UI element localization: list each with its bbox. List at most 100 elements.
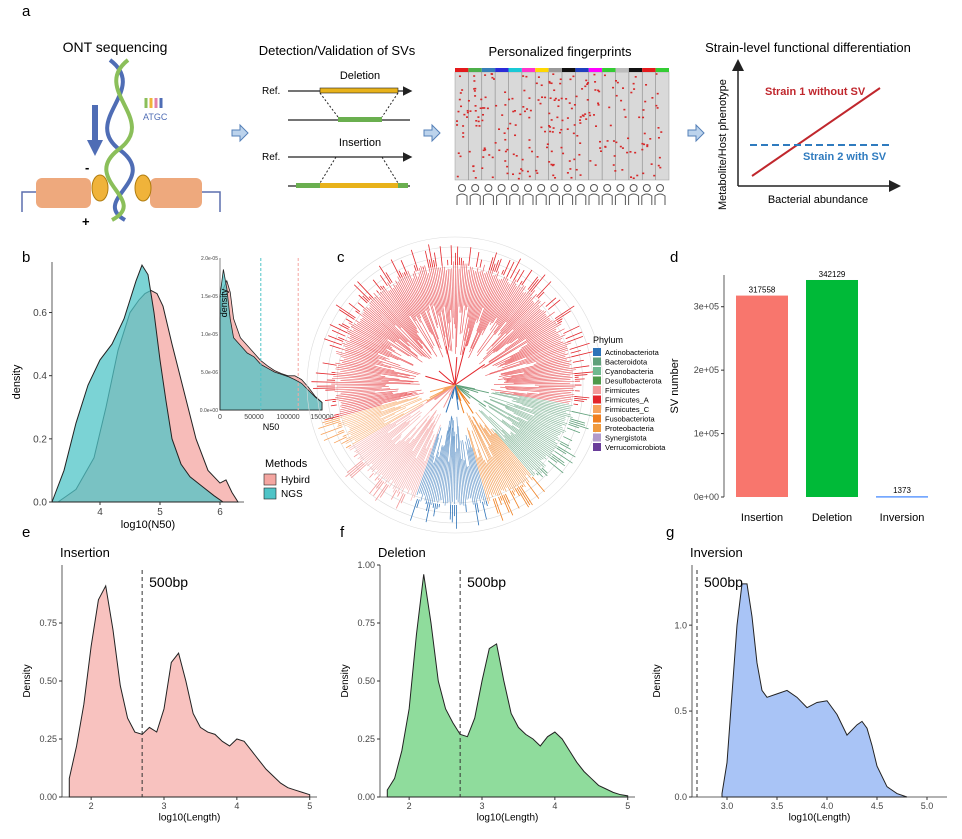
fingerprint-group-color: [535, 68, 549, 72]
tree-branch: [412, 273, 442, 350]
tree-bar: [335, 304, 356, 319]
tree-branch: [428, 266, 447, 347]
person-icon: [588, 193, 600, 205]
tree-branch: [456, 434, 459, 503]
person-icon: [654, 193, 666, 205]
tree-branch: [468, 438, 486, 505]
tree-bar: [571, 351, 593, 358]
fingerprint-group-color: [642, 68, 656, 72]
person-icon: [614, 193, 626, 205]
tree-bar: [450, 245, 453, 266]
phylum-legend-label: Verrucomicrobiota: [605, 443, 666, 452]
x-axis-label: log10(Length): [477, 813, 539, 824]
tree-branch: [492, 456, 513, 495]
fingerprint-dot: [649, 138, 652, 140]
tree-ring: [326, 256, 584, 514]
tree-bar: [568, 422, 589, 430]
tree-inner-branch: [445, 346, 456, 386]
phylum-legend-title: Phylum: [593, 335, 623, 345]
fingerprint-dot: [484, 149, 487, 151]
fingerprint-dot: [473, 90, 476, 92]
tree-bar: [374, 476, 379, 481]
fingerprint-group-color: [495, 68, 509, 72]
y-tick-label: 0.25: [39, 734, 57, 744]
fingerprint-dot: [474, 87, 477, 90]
tree-inner-branch: [445, 384, 456, 413]
x-tick-label: 5: [157, 507, 163, 518]
fingerprint-dot: [589, 114, 592, 117]
fingerprint-group-color: [468, 68, 482, 72]
tree-bar: [400, 493, 406, 504]
tree-branch: [379, 291, 423, 344]
fingerprint-dot: [554, 97, 557, 100]
tree-bar: [521, 269, 533, 286]
sv-detection-illustration: Detection/Validation of SVs Deletion Ref…: [259, 43, 416, 188]
tree-bar: [554, 305, 575, 320]
bar-value-label: 1373: [893, 486, 911, 495]
y-axis-label: SV number: [669, 358, 681, 413]
tree-bar: [345, 318, 353, 324]
y-axis-label: density: [11, 364, 23, 399]
tree-bar: [379, 274, 388, 287]
tree-branch: [362, 309, 400, 340]
tree-bar: [346, 460, 363, 473]
fingerprint-dot: [481, 107, 484, 109]
tree-bar: [320, 426, 343, 436]
fingerprint-dot: [523, 89, 526, 92]
fingerprint-dot: [478, 125, 481, 127]
fingerprint-dot: [477, 116, 480, 118]
tree-branch: [494, 391, 573, 407]
tree-bar: [567, 335, 584, 343]
phylum-legend-label: Desulfobacterota: [605, 377, 663, 386]
x-tick-label: 3: [479, 801, 484, 811]
fingerprint-dot: [632, 177, 635, 180]
panel-title: Inversion: [690, 545, 743, 560]
flow-arrows: [231, 123, 705, 143]
tree-branch: [416, 433, 439, 496]
fingerprint-dot: [457, 110, 460, 113]
fingerprint-dot: [506, 127, 509, 130]
bar-deletion: [806, 279, 858, 497]
tree-branch: [425, 451, 439, 504]
fingerprint-dot: [544, 96, 547, 99]
tree-inner-branch: [438, 370, 456, 386]
tree-branch: [335, 362, 398, 375]
tree-branch: [335, 386, 389, 389]
fingerprint-dot: [568, 102, 571, 104]
tree-branch: [466, 267, 491, 347]
fingerprint-dot: [568, 160, 571, 162]
tree-branch: [418, 272, 430, 306]
fingerprint-dot: [603, 74, 606, 77]
tree-bar: [328, 335, 344, 342]
ref-label-2: Ref.: [262, 152, 280, 163]
tree-branch: [500, 290, 536, 332]
tree-branch: [371, 440, 401, 471]
tree-bar: [521, 484, 524, 488]
tree-branch: [379, 296, 424, 348]
tree-branch: [342, 407, 407, 438]
tree-branch: [504, 406, 565, 434]
y-tick-label: 0.00: [357, 792, 375, 802]
x-tick-label: 5: [307, 801, 312, 811]
panel-label-c: c: [337, 249, 345, 266]
tree-branch: [420, 265, 438, 325]
threshold-annotation: 500bp: [704, 574, 743, 590]
fingerprint-dot: [462, 136, 465, 138]
tree-bar: [516, 487, 529, 508]
tree-inner-branch: [426, 384, 456, 402]
density-area-inversion: [721, 583, 908, 798]
fingerprint-dot: [570, 176, 573, 179]
fingerprint-dot: [491, 73, 494, 75]
tree-branch: [517, 416, 559, 439]
tree-branch: [497, 340, 561, 368]
tree-branch: [349, 339, 390, 358]
fingerprint-dot: [566, 172, 569, 174]
tree-branch: [343, 339, 379, 354]
tree-bar: [573, 403, 579, 406]
tree-branch: [504, 360, 572, 375]
inset-x-tick-label: 100000: [276, 414, 299, 421]
tree-ring: [316, 246, 594, 524]
tree-bar: [425, 501, 427, 505]
fingerprint-dot: [458, 75, 461, 78]
phylum-legend-label: Proteobacteria: [605, 424, 655, 433]
